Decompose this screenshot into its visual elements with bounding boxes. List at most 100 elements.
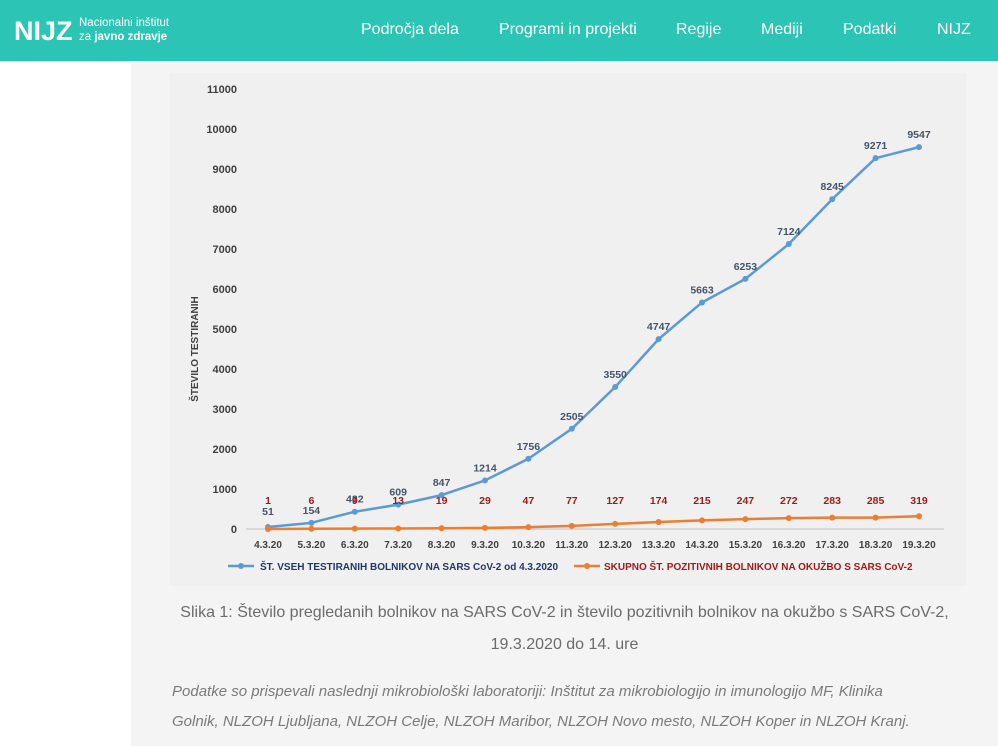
data-label-total-tested: 7124: [777, 226, 801, 238]
x-tick-label: 17.3.20: [816, 540, 850, 551]
data-label-total-tested: 5663: [690, 284, 714, 296]
series-total-tested-point: [785, 241, 792, 248]
series-positive-point: [265, 525, 271, 532]
figure-caption-line-2: 19.3.2020 do 14. ure: [490, 636, 639, 653]
series-total-tested-point: [872, 155, 879, 162]
y-tick-label: 7000: [213, 244, 237, 256]
y-tick-label: 4000: [213, 364, 237, 376]
source-note-line-1: Podatke so prispevali naslednji mikrobio…: [172, 683, 883, 700]
series-total-tested-point: [482, 477, 488, 484]
x-tick-label: 18.3.20: [859, 540, 893, 551]
x-tick-label: 14.3.20: [685, 540, 719, 551]
series-total-tested-point: [829, 196, 836, 203]
y-axis-title: ŠTEVILO TESTIRANIH: [188, 296, 201, 402]
data-label-positive: 283: [823, 495, 841, 507]
series-positive-point: [655, 519, 662, 526]
x-tick-label: 9.3.20: [471, 540, 499, 551]
data-label-positive: 13: [392, 495, 404, 507]
data-label-total-tested: 6253: [734, 261, 758, 273]
figure-caption-line-1: Slika 1: Število pregledanih bolnikov na…: [180, 604, 949, 621]
y-tick-label: 2000: [213, 444, 237, 456]
legend-marker: [238, 563, 244, 569]
series-total-tested-point: [525, 455, 532, 462]
data-label-positive: 29: [479, 495, 491, 507]
data-label-positive: 285: [867, 495, 885, 507]
x-tick-label: 12.3.20: [599, 540, 633, 551]
chart-svg: 0 1000 2000 3000 4000 5000 6000 7000 8000 9000 100…: [188, 84, 944, 573]
nav-item-podatki[interactable]: Podatki: [843, 21, 897, 38]
x-tick-label: 6.3.20: [341, 540, 369, 551]
nav-item-programi-in-projekti[interactable]: Programi in projekti: [499, 21, 637, 38]
data-label-positive: 127: [606, 495, 624, 507]
series-positive-line: [266, 514, 921, 531]
data-label-total-tested: 847: [433, 477, 451, 489]
series-total-tested-point: [699, 299, 705, 306]
chart-figure: 0 1000 2000 3000 4000 5000 6000 7000 8000 9000 100…: [170, 73, 966, 586]
logo-line-2-bold: javno zdravje: [94, 31, 168, 43]
data-label-total-tested: 609: [389, 487, 407, 499]
x-tick-label: 10.3.20: [512, 540, 546, 551]
x-tick-label: 7.3.20: [384, 540, 412, 551]
data-label-positive: 215: [693, 495, 711, 507]
data-label-total-tested: 8245: [821, 181, 845, 193]
series-total-tested-point: [916, 144, 922, 151]
x-tick-label: 16.3.20: [772, 540, 806, 551]
y-tick-label: 8000: [213, 204, 237, 216]
series-positive-point: [395, 525, 402, 532]
data-label-positive: 174: [650, 495, 668, 507]
y-tick-label: 10000: [206, 124, 237, 136]
series-positive-point: [438, 525, 445, 532]
series-positive-point: [308, 525, 315, 532]
data-label-total-tested: 154: [303, 505, 321, 517]
logo-line-1: Nacionalni inštitut: [79, 17, 170, 29]
series-total-tested-point: [395, 501, 402, 508]
series-positive-point: [916, 513, 922, 520]
series-total-tested-point: [438, 492, 445, 499]
nav-item-mediji[interactable]: Mediji: [761, 21, 803, 38]
data-label-positive: 9: [352, 495, 358, 507]
x-tick-label: 11.3.20: [555, 540, 588, 551]
series-total-tested-point: [351, 508, 358, 515]
nav-item-podrocja-dela[interactable]: Področja dela: [361, 21, 459, 38]
series-total-tested-point: [742, 275, 749, 282]
y-tick-label: 9000: [213, 164, 237, 176]
logo-line-2: za javno zdravje: [79, 30, 169, 44]
data-label-total-tested: 432: [346, 494, 364, 506]
series-positive-point: [829, 514, 836, 521]
y-tick-label: 0: [231, 524, 237, 536]
y-tick-label: 3000: [213, 404, 237, 416]
y-tick-label: 11000: [207, 84, 237, 96]
data-label-total-tested: 2505: [560, 411, 584, 423]
x-tick-label: 13.3.20: [642, 540, 676, 551]
legend-marker: [584, 563, 590, 569]
x-tick-label: 8.3.20: [428, 540, 456, 551]
x-tick-label: 15.3.20: [729, 540, 763, 551]
series-positive-point: [612, 520, 619, 527]
x-tick-label: 5.3.20: [297, 540, 325, 551]
logo-mark: NIJZ: [14, 16, 73, 46]
series-positive-point: [785, 515, 792, 522]
data-label-positive: 47: [523, 495, 535, 507]
nav-item-regije[interactable]: Regije: [676, 21, 722, 38]
data-label-positive: 247: [737, 495, 755, 507]
data-label-total-tested: 51: [262, 506, 274, 518]
series-positive-point: [568, 522, 575, 529]
site-header: NIJZ Nacionalni inštitut za javno zdravj…: [0, 0, 998, 61]
nav-item-nijz[interactable]: NIJZ: [937, 21, 971, 38]
series-positive-point: [351, 525, 358, 532]
x-tick-label: 19.3.20: [902, 540, 936, 551]
series-total-tested-point: [308, 519, 315, 526]
data-label-total-tested: 9547: [907, 129, 931, 141]
legend-label-total-tested: ŠT. VSEH TESTIRANIH BOLNIKOV NA SARS CoV…: [260, 560, 558, 573]
series-positive-point: [699, 517, 705, 524]
data-label-total-tested: 1756: [517, 441, 541, 453]
series-positive-point: [872, 514, 879, 521]
series-total-tested-point: [568, 425, 575, 432]
series-total-tested-point: [655, 336, 662, 343]
series-positive-point: [482, 524, 488, 531]
data-label-positive: 19: [436, 495, 448, 507]
logo-text: Nacionalni inštitut za javno zdravje: [79, 16, 169, 44]
series-total-tested-point: [612, 384, 619, 390]
legend-label-positive: SKUPNO ŠT. POZITIVNIH BOLNIKOV NA OKUŽBO…: [604, 560, 913, 573]
series-positive-point: [525, 524, 532, 531]
